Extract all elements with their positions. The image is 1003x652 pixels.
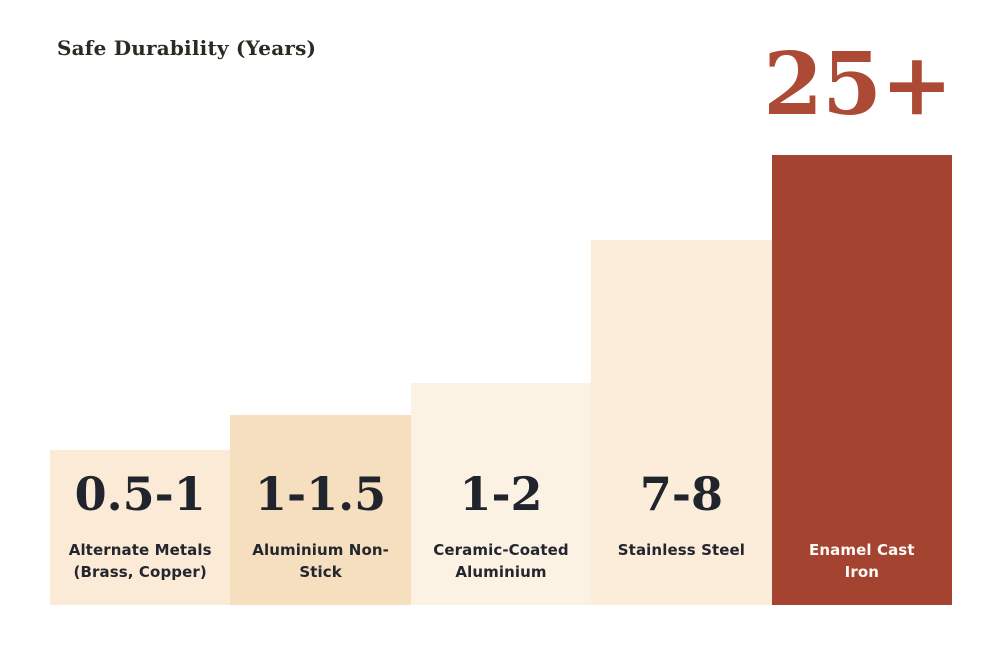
- bar-aluminium-non-stick: 1-1.5 Aluminium Non- Stick: [230, 415, 411, 605]
- bar-label: Aluminium Non- Stick: [252, 541, 389, 581]
- bar-value: 1-2: [459, 467, 543, 521]
- bar-ceramic-coated-aluminium: 1-2 Ceramic-Coated Aluminium: [410, 383, 592, 605]
- bar-label: Ceramic-Coated Aluminium: [433, 541, 569, 581]
- bar-group: 0.5-1 Alternate Metals (Brass, Copper) 1…: [50, 155, 953, 605]
- bar-enamel-cast-iron: Enamel Cast Iron: [771, 155, 953, 605]
- bar-alternate-metals: 0.5-1 Alternate Metals (Brass, Copper): [50, 450, 231, 605]
- bar-stainless-steel: 7-8 Stainless Steel: [591, 240, 772, 605]
- bar-label: Enamel Cast Iron: [809, 541, 915, 581]
- bar-value: 7-8: [639, 467, 723, 521]
- bar-label: Stainless Steel: [617, 541, 746, 559]
- bar-value: 1-1.5: [255, 467, 387, 521]
- highlight-value-25plus: 25+: [763, 34, 953, 135]
- bar-value: 0.5-1: [74, 467, 206, 521]
- chart-title: Safe Durability (Years): [57, 36, 317, 60]
- bar-label: Alternate Metals (Brass, Copper): [68, 541, 212, 581]
